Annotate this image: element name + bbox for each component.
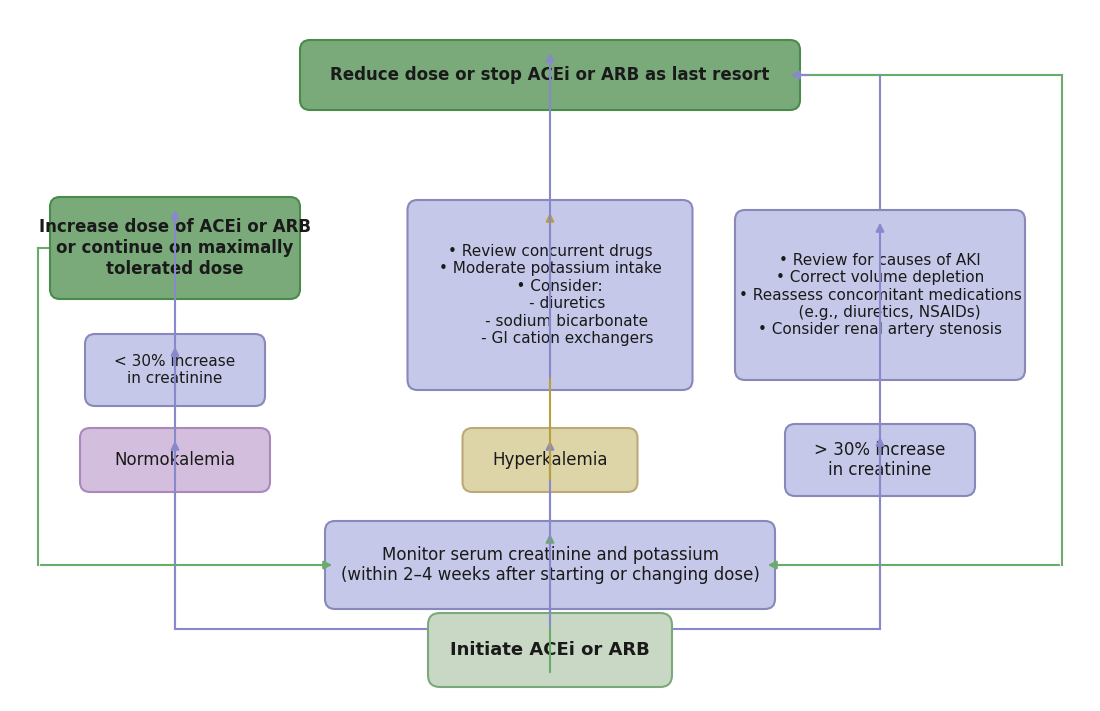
- FancyBboxPatch shape: [85, 334, 265, 406]
- Text: Reduce dose or stop ACEi or ARB as last resort: Reduce dose or stop ACEi or ARB as last …: [330, 66, 770, 84]
- Text: Hyperkalemia: Hyperkalemia: [493, 451, 607, 469]
- Text: • Review concurrent drugs
• Moderate potassium intake
    • Consider:
       - d: • Review concurrent drugs • Moderate pot…: [439, 244, 661, 346]
- Text: • Review for causes of AKI
• Correct volume depletion
• Reassess concomitant med: • Review for causes of AKI • Correct vol…: [738, 252, 1022, 337]
- FancyBboxPatch shape: [785, 424, 975, 496]
- Text: > 30% increase
in creatinine: > 30% increase in creatinine: [814, 441, 946, 479]
- FancyBboxPatch shape: [428, 613, 672, 687]
- Text: Initiate ACEi or ARB: Initiate ACEi or ARB: [450, 641, 650, 659]
- Text: < 30% increase
in creatinine: < 30% increase in creatinine: [114, 354, 235, 386]
- FancyBboxPatch shape: [300, 40, 800, 110]
- FancyBboxPatch shape: [407, 200, 693, 390]
- Text: Increase dose of ACEi or ARB
or continue on maximally
tolerated dose: Increase dose of ACEi or ARB or continue…: [39, 218, 311, 278]
- FancyBboxPatch shape: [50, 197, 300, 299]
- FancyBboxPatch shape: [735, 210, 1025, 380]
- FancyBboxPatch shape: [462, 428, 638, 492]
- Text: Monitor serum creatinine and potassium
(within 2–4 weeks after starting or chang: Monitor serum creatinine and potassium (…: [341, 545, 759, 584]
- FancyBboxPatch shape: [324, 521, 776, 609]
- FancyBboxPatch shape: [80, 428, 270, 492]
- Text: Normokalemia: Normokalemia: [114, 451, 235, 469]
